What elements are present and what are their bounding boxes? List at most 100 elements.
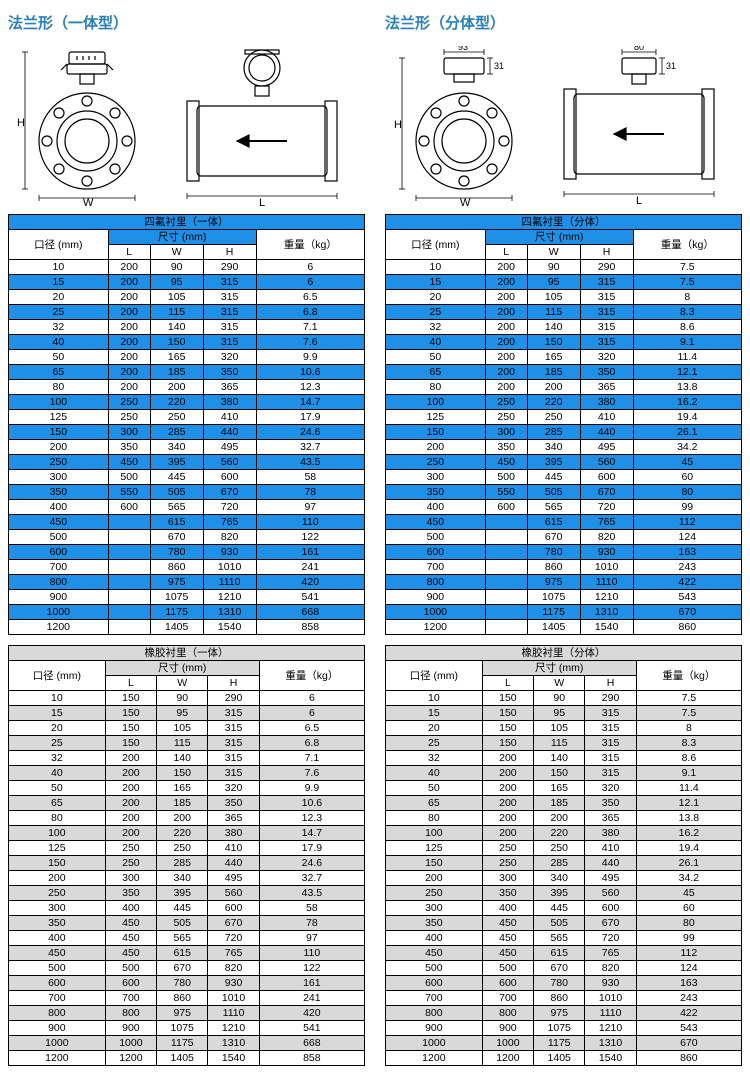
table-row: 125 250 250 410 17.9 [9,410,365,425]
table-row: 300 500 445 600 58 [9,470,365,485]
table-row: 32 200 140 315 8.6 [386,751,742,766]
table-row: 200 300 340 495 34.2 [386,871,742,886]
table-row: 1000 1000 1175 1310 670 [386,1036,742,1051]
dim-80: 80 [634,46,644,52]
table-ptfe-integrated: 四氟衬里（一体） 口径 (mm) 尺寸 (mm) 重量（kg） L W H 10… [8,214,365,635]
table-row: 40 200 150 315 9.1 [386,766,742,781]
table-row: 200 350 340 495 32.7 [9,440,365,455]
table-row: 32 200 140 315 8.6 [386,320,742,335]
col-H: H [208,676,259,691]
col-weight: 重量（kg） [259,661,364,691]
table-row: 20 150 105 315 6.5 [9,721,365,736]
table-row: 15 200 95 315 6 [9,275,365,290]
col-size: 尺寸 (mm) [485,230,633,245]
table-row: 150 250 285 440 24.6 [9,856,365,871]
table-row: 900 1075 1210 543 [386,590,742,605]
table-row: 25 150 115 315 6.8 [9,736,365,751]
col-dia: 口径 (mm) [386,661,483,691]
table-row: 32 200 140 315 7.1 [9,320,365,335]
col-weight: 重量（kg） [636,661,741,691]
table-row: 200 300 340 495 32.7 [9,871,365,886]
table-row: 450 450 615 765 112 [386,946,742,961]
table-title: 橡胶衬里（分体） [386,646,742,661]
table-row: 15 150 95 315 7.5 [386,706,742,721]
table-row: 20 200 105 315 8 [386,290,742,305]
col-W: W [534,676,585,691]
table-row: 10 200 90 290 6 [9,260,365,275]
table-row: 1000 1175 1310 668 [9,605,365,620]
dim-93: 93 [458,46,468,52]
col-size: 尺寸 (mm) [482,661,636,676]
dim-31b: 31 [666,61,676,71]
col-dia: 口径 (mm) [9,230,109,260]
table-row: 450 450 615 765 110 [9,946,365,961]
table-row: 300 400 445 600 60 [386,901,742,916]
table-row: 600 600 780 930 161 [9,976,365,991]
dim-H2: H [394,119,402,131]
table-row: 400 600 565 720 99 [386,500,742,515]
dim-L2: L [636,195,642,206]
col-weight: 重量（kg） [633,230,741,260]
dim-L: L [259,197,265,206]
table-row: 50 200 165 320 9.9 [9,781,365,796]
table-row: 80 200 200 365 13.8 [386,811,742,826]
col-L: L [485,245,527,260]
table-row: 700 700 860 1010 243 [386,991,742,1006]
table-row: 800 800 975 1110 422 [386,1006,742,1021]
table-row: 25 200 115 315 8.3 [386,305,742,320]
table-row: 40 200 150 315 7.6 [9,766,365,781]
table-row: 40 200 150 315 9.1 [386,335,742,350]
table-title: 橡胶衬里（一体） [9,646,365,661]
table-row: 350 550 505 670 80 [386,485,742,500]
table-row: 80 200 200 365 12.3 [9,380,365,395]
table-row: 150 250 285 440 26.1 [386,856,742,871]
table-row: 600 780 930 161 [9,545,365,560]
table-row: 200 350 340 495 34.2 [386,440,742,455]
col-L: L [482,676,533,691]
table-row: 300 400 445 600 58 [9,901,365,916]
col-L: L [105,676,156,691]
table-row: 800 975 1110 420 [9,575,365,590]
table-row: 65 200 185 350 10.6 [9,365,365,380]
table-rubber-separate: 橡胶衬里（分体） 口径 (mm) 尺寸 (mm) 重量（kg） L W H 10… [385,645,742,1066]
table-row: 300 500 445 600 60 [386,470,742,485]
table-row: 500 500 670 820 124 [386,961,742,976]
table-row: 50 200 165 320 11.4 [386,781,742,796]
table-row: 400 450 565 720 97 [9,931,365,946]
col-W: W [527,245,580,260]
table-row: 700 700 860 1010 241 [9,991,365,1006]
table-row: 125 250 250 410 17.9 [9,841,365,856]
col-H: H [585,676,636,691]
table-row: 900 900 1075 1210 541 [9,1021,365,1036]
col-H: H [580,245,633,260]
col-W: W [150,245,203,260]
table-title: 四氟衬里（一体） [9,215,365,230]
table-row: 250 350 395 560 43.5 [9,886,365,901]
table-row: 125 250 250 410 19.4 [386,410,742,425]
table-row: 500 500 670 820 122 [9,961,365,976]
table-title: 四氟衬里（分体） [386,215,742,230]
table-row: 15 200 95 315 7.5 [386,275,742,290]
table-row: 20 150 105 315 8 [386,721,742,736]
dim-H: H [17,117,25,129]
table-row: 100 250 220 380 14.7 [9,395,365,410]
table-row: 600 780 930 163 [386,545,742,560]
heading-right: 法兰形（分体型） [385,12,742,33]
table-row: 65 200 185 350 10.6 [9,796,365,811]
table-row: 250 350 395 560 45 [386,886,742,901]
table-row: 80 200 200 365 12.3 [9,811,365,826]
table-row: 500 670 820 122 [9,530,365,545]
table-row: 500 670 820 124 [386,530,742,545]
dim-W2: W [460,197,471,206]
table-row: 400 450 565 720 99 [386,931,742,946]
table-row: 1000 1000 1175 1310 668 [9,1036,365,1051]
table-row: 400 600 565 720 97 [9,500,365,515]
col-weight: 重量（kg） [256,230,364,260]
table-row: 350 450 505 670 80 [386,916,742,931]
table-row: 250 450 395 560 45 [386,455,742,470]
diagram-integrated: H W [8,41,365,206]
table-row: 900 900 1075 1210 543 [386,1021,742,1036]
table-row: 600 600 780 930 163 [386,976,742,991]
table-row: 100 200 220 380 14.7 [9,826,365,841]
table-row: 1200 1405 1540 858 [9,620,365,635]
